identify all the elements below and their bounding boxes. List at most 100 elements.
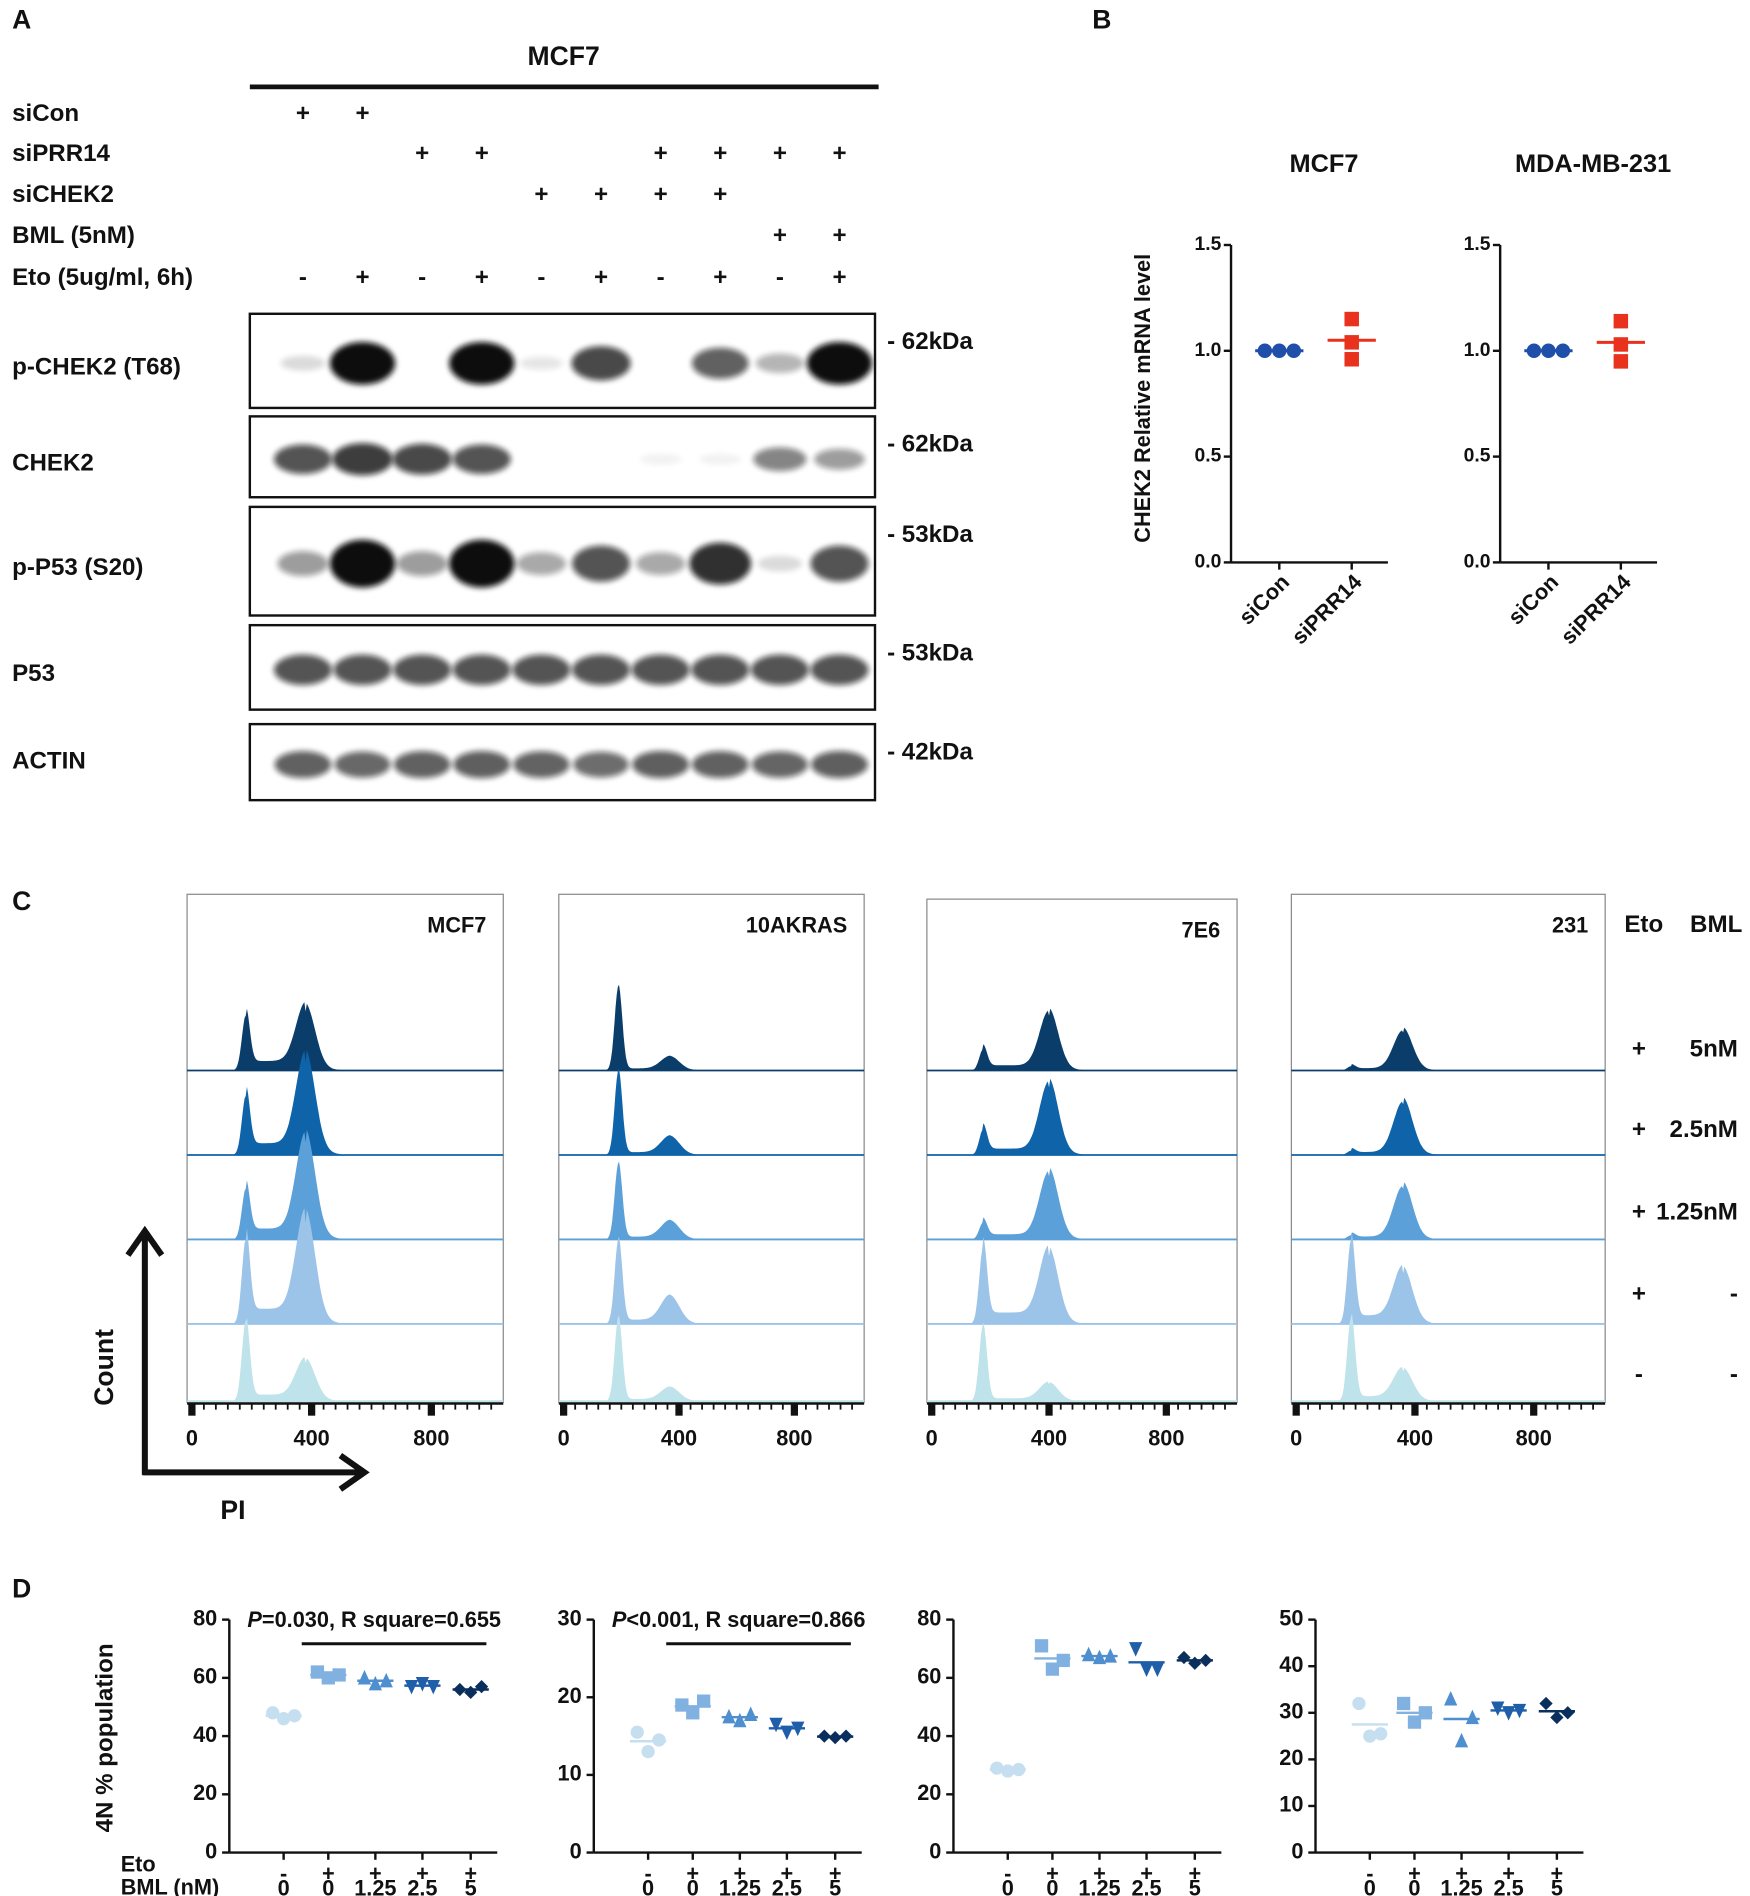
- condition-sign: +: [475, 264, 489, 291]
- point: [733, 1712, 747, 1728]
- point: [1272, 343, 1287, 359]
- histogram: [1296, 1097, 1594, 1155]
- p-text: =0.030, R square=0.655: [262, 1607, 501, 1632]
- bml-label: 1.25: [719, 1876, 761, 1896]
- x-tick: [1530, 1403, 1538, 1416]
- histogram: [1296, 1313, 1594, 1402]
- histogram: [931, 1008, 1225, 1071]
- row-dose: 2.5nM: [1670, 1116, 1738, 1143]
- y-tick-label: 40: [193, 1722, 217, 1747]
- band: [334, 751, 391, 778]
- point: [744, 1706, 758, 1721]
- panel-label: A: [12, 5, 31, 35]
- blot-frame: [248, 415, 877, 499]
- p-text: <0.001, R square=0.866: [626, 1607, 865, 1632]
- point: [990, 1761, 1004, 1775]
- band: [393, 654, 452, 685]
- bml-label: 5: [829, 1876, 841, 1896]
- x-tick: [308, 1403, 316, 1416]
- point: [357, 1670, 372, 1685]
- x-tick-label: 400: [294, 1426, 330, 1451]
- condition-sign: -: [418, 264, 426, 291]
- band: [691, 347, 749, 379]
- histogram: [191, 1129, 492, 1240]
- y-axis-label: CHEK2 Relative mRNA level: [1130, 254, 1155, 543]
- bml-label: 0: [1408, 1876, 1420, 1896]
- axis-label: PI: [220, 1495, 245, 1525]
- point: [474, 1679, 489, 1694]
- eto-label: +: [829, 1861, 842, 1886]
- condition-sign: -: [537, 264, 545, 291]
- band: [277, 551, 329, 577]
- histogram: [563, 1236, 853, 1324]
- point: [817, 1729, 831, 1743]
- band-size: - 42kDa: [887, 738, 973, 765]
- x-tick: [188, 1403, 196, 1416]
- x-tick-label: 400: [1031, 1426, 1067, 1451]
- y-tick-label: 20: [917, 1780, 941, 1805]
- p-symbol: P: [612, 1607, 627, 1632]
- bml-label: 2.5: [407, 1876, 437, 1896]
- point: [652, 1733, 666, 1747]
- eto-label: -: [1004, 1861, 1011, 1886]
- y-tick-label: 0: [929, 1838, 941, 1863]
- eto-label: +: [464, 1861, 477, 1886]
- bml-label: 0: [687, 1876, 699, 1896]
- point: [1352, 1696, 1366, 1711]
- y-tick-label: 1.5: [1195, 234, 1222, 255]
- panel-label: C: [12, 886, 31, 916]
- row-sign: +: [1632, 1280, 1646, 1307]
- condition-sign: +: [654, 181, 668, 208]
- y-tick-label: 20: [558, 1683, 582, 1708]
- band: [452, 654, 511, 685]
- band: [571, 346, 631, 381]
- header: BML: [1690, 911, 1742, 938]
- count-arrow: [125, 1225, 165, 1475]
- annotation: P<0.001, R square=0.866: [612, 1607, 866, 1632]
- point: [453, 1682, 467, 1697]
- eto-label: +: [1502, 1861, 1515, 1886]
- eto-label: -: [644, 1861, 651, 1886]
- point: [1613, 337, 1629, 352]
- band: [639, 453, 682, 465]
- point: [1129, 1642, 1143, 1657]
- histogram: [191, 1002, 492, 1071]
- condition-sign: +: [713, 181, 727, 208]
- point: [1344, 311, 1359, 327]
- band: [755, 353, 805, 374]
- y-tick-label: 1.0: [1195, 340, 1222, 361]
- point: [839, 1729, 853, 1743]
- band: [273, 444, 332, 474]
- point: [1092, 1649, 1107, 1665]
- y-tick-label: 0.5: [1464, 446, 1491, 467]
- band-label: P53: [12, 660, 55, 687]
- point: [1501, 1706, 1516, 1721]
- point: [1363, 1729, 1377, 1743]
- row-sign: +: [1632, 1198, 1646, 1225]
- histogram: [931, 1322, 1225, 1402]
- y-tick-label: 80: [193, 1605, 217, 1630]
- point: [1526, 343, 1542, 359]
- histogram: [191, 1208, 492, 1324]
- y-tick-label: 40: [1279, 1652, 1303, 1677]
- axis-label: Count: [89, 1329, 119, 1406]
- band: [513, 751, 570, 778]
- x-tick-label: 400: [1397, 1426, 1433, 1451]
- condition-sign: +: [534, 181, 548, 208]
- condition-sign: -: [776, 264, 784, 291]
- point: [630, 1725, 644, 1739]
- point: [1139, 1662, 1154, 1677]
- x-tick: [928, 1403, 936, 1416]
- band-label: CHEK2: [12, 449, 94, 476]
- histogram: [1296, 1233, 1594, 1324]
- band: [699, 453, 742, 465]
- x-tick-label: siPRR14: [1287, 569, 1367, 649]
- eto-label: +: [781, 1861, 794, 1886]
- eto-label: +: [1046, 1861, 1059, 1886]
- point: [1454, 1732, 1469, 1748]
- histogram: [191, 1318, 492, 1402]
- point: [1045, 1662, 1060, 1676]
- band-size: - 62kDa: [887, 328, 973, 355]
- point: [379, 1672, 393, 1688]
- band: [452, 444, 511, 474]
